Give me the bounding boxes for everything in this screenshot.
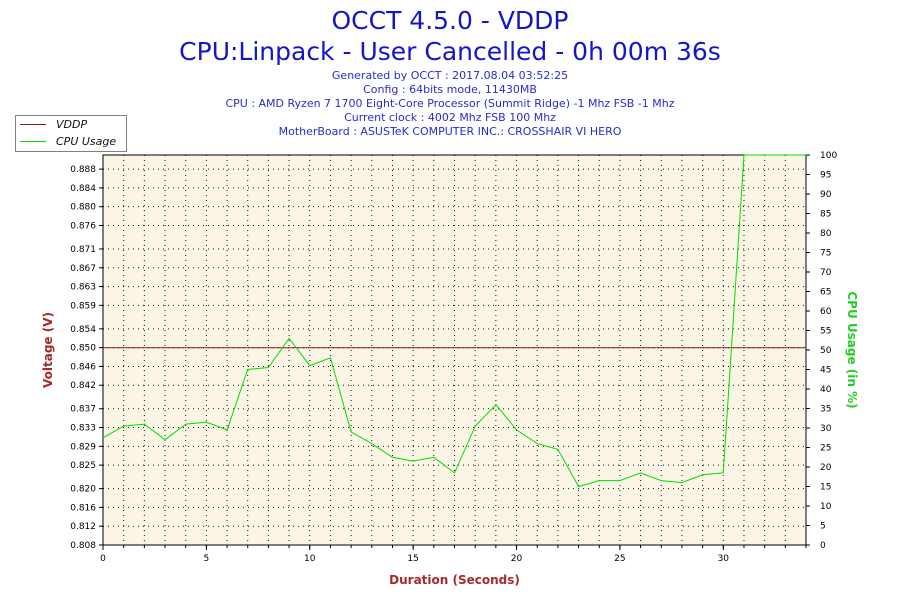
- right-tick-label: 55: [820, 327, 831, 337]
- chart-legend: VDDP CPU Usage: [15, 115, 127, 152]
- right-tick-label: 65: [820, 288, 831, 298]
- left-tick-label: 0.829: [70, 442, 96, 452]
- left-tick-label: 0.842: [70, 381, 96, 391]
- right-axis-label: CPU Usage (in %): [845, 291, 859, 408]
- left-axis-label: Voltage (V): [41, 312, 55, 388]
- right-tick-label: 20: [820, 463, 832, 473]
- right-tick-label: 25: [820, 444, 831, 454]
- legend-label-vddp: VDDP: [56, 118, 88, 131]
- left-tick-label: 0.876: [70, 221, 96, 231]
- system-info: Generated by OCCT : 2017.08.04 03:52:25 …: [0, 69, 900, 139]
- right-tick-label: 85: [820, 210, 831, 220]
- right-tick-label: 10: [820, 502, 832, 512]
- legend-label-cpu-usage: CPU Usage: [56, 135, 117, 148]
- right-tick-label: 60: [820, 307, 832, 317]
- right-tick-label: 45: [820, 366, 831, 376]
- left-tick-label: 0.871: [70, 245, 96, 255]
- left-tick-label: 0.833: [70, 424, 96, 434]
- right-tick-label: 40: [820, 385, 832, 395]
- x-tick-label: 25: [614, 554, 625, 564]
- x-tick-label: 30: [718, 554, 730, 564]
- left-tick-label: 0.812: [70, 522, 96, 532]
- left-tick-label: 0.888: [70, 165, 96, 175]
- right-tick-label: 30: [820, 424, 832, 434]
- right-tick-label: 35: [820, 405, 831, 415]
- right-tick-label: 80: [820, 229, 832, 239]
- x-tick-label: 0: [100, 554, 106, 564]
- left-tick-label: 0.867: [70, 264, 96, 274]
- x-axis-label: Duration (Seconds): [389, 573, 520, 587]
- left-tick-label: 0.850: [70, 344, 96, 354]
- right-tick-label: 95: [820, 171, 831, 181]
- right-tick-label: 70: [820, 268, 832, 278]
- left-tick-label: 0.825: [70, 461, 96, 471]
- right-tick-label: 0: [820, 541, 826, 551]
- right-tick-label: 90: [820, 190, 832, 200]
- left-tick-label: 0.846: [70, 362, 96, 372]
- left-tick-label: 0.859: [70, 301, 96, 311]
- info-cpu: CPU : AMD Ryzen 7 1700 Eight-Core Proces…: [225, 97, 675, 110]
- legend-item-vddp: VDDP: [16, 116, 126, 133]
- x-tick-label: 20: [511, 554, 523, 564]
- left-tick-label: 0.837: [70, 405, 96, 415]
- left-tick-label: 0.884: [70, 184, 96, 194]
- right-tick-label: 5: [820, 522, 826, 532]
- info-motherboard: MotherBoard : ASUSTeK COMPUTER INC.: CRO…: [278, 125, 622, 138]
- series-line-cpu-usage: [102, 154, 806, 488]
- x-tick-label: 5: [204, 554, 210, 564]
- left-tick-label: 0.808: [70, 541, 96, 551]
- chart-title: OCCT 4.5.0 - VDDP: [331, 6, 569, 35]
- legend-swatch-vddp: [20, 124, 46, 125]
- x-tick-label: 15: [407, 554, 418, 564]
- legend-item-cpu-usage: CPU Usage: [16, 133, 126, 150]
- legend-swatch-cpu-usage: [20, 141, 46, 142]
- info-generated: Generated by OCCT : 2017.08.04 03:52:25: [331, 69, 569, 82]
- x-tick-label: 10: [304, 554, 316, 564]
- right-tick-label: 50: [820, 346, 832, 356]
- info-config: Config : 64bits mode, 11430MB: [363, 83, 537, 96]
- left-tick-label: 0.863: [70, 283, 96, 293]
- chart-subtitle: CPU:Linpack - User Cancelled - 0h 00m 36…: [179, 37, 721, 66]
- right-tick-label: 15: [820, 483, 831, 493]
- info-clock: Current clock : 4002 Mhz FSB 100 Mhz: [344, 111, 556, 124]
- right-tick-label: 75: [820, 249, 831, 259]
- left-tick-label: 0.816: [70, 503, 96, 513]
- left-tick-label: 0.820: [70, 485, 96, 495]
- chart-header: OCCT 4.5.0 - VDDP CPU:Linpack - User Can…: [0, 0, 900, 139]
- left-tick-label: 0.854: [70, 325, 96, 335]
- left-tick-label: 0.880: [70, 203, 96, 213]
- right-tick-label: 100: [820, 151, 837, 161]
